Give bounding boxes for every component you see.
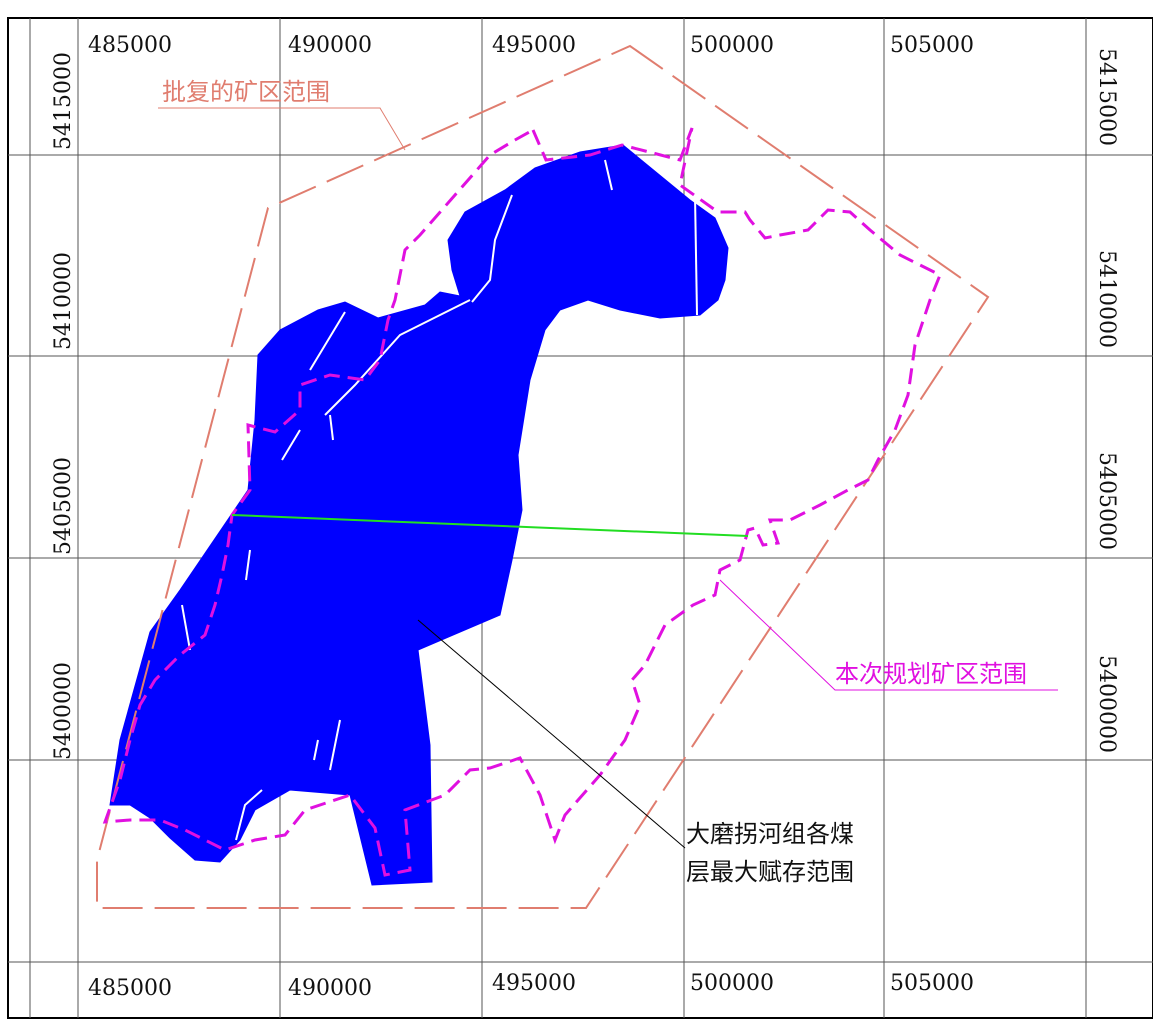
- seam-extent-label-line1: 大磨拐河组各煤: [686, 820, 854, 848]
- y-tick-left: 5405000: [51, 457, 76, 555]
- planned-area-label: 本次规划矿区范围: [835, 660, 1027, 688]
- y-tick-right: 5400000: [1094, 655, 1119, 753]
- y-tick-right: 5415000: [1094, 48, 1119, 146]
- x-tick-bottom: 490000: [288, 976, 372, 1001]
- y-tick-left: 5415000: [51, 52, 76, 150]
- right-axis-labels: 5415000 5410000 5405000 5400000: [1094, 48, 1119, 753]
- approved-area-label: 批复的矿区范围: [162, 78, 330, 106]
- x-tick-top: 485000: [88, 33, 172, 58]
- planned-area-boundary: [102, 127, 942, 877]
- x-tick-top: 500000: [690, 33, 774, 58]
- y-tick-left: 5410000: [51, 252, 76, 350]
- leader-lines: [158, 107, 1058, 849]
- bottom-axis-labels: 485000 490000 495000 500000 505000: [88, 971, 974, 1001]
- x-tick-bottom: 505000: [890, 971, 974, 996]
- grid-lines: [8, 18, 1153, 1018]
- y-tick-right: 5410000: [1094, 250, 1119, 348]
- x-tick-top: 490000: [288, 33, 372, 58]
- y-tick-left: 5400000: [51, 662, 76, 760]
- coal-seam-extent: [109, 144, 729, 886]
- x-tick-bottom: 500000: [690, 971, 774, 996]
- y-tick-right: 5405000: [1094, 452, 1119, 550]
- x-tick-top: 505000: [890, 33, 974, 58]
- section-line: [231, 514, 749, 537]
- x-tick-top: 495000: [492, 33, 576, 58]
- seam-extent-label-line2: 层最大赋存范围: [686, 858, 854, 886]
- x-tick-bottom: 495000: [492, 971, 576, 996]
- fault-lines: [181, 159, 698, 841]
- approved-area-boundary: [96, 44, 990, 909]
- left-axis-labels: 5415000 5410000 5405000 5400000: [51, 52, 76, 760]
- x-tick-bottom: 485000: [88, 976, 172, 1001]
- top-axis-labels: 485000 490000 495000 500000 505000: [88, 33, 974, 58]
